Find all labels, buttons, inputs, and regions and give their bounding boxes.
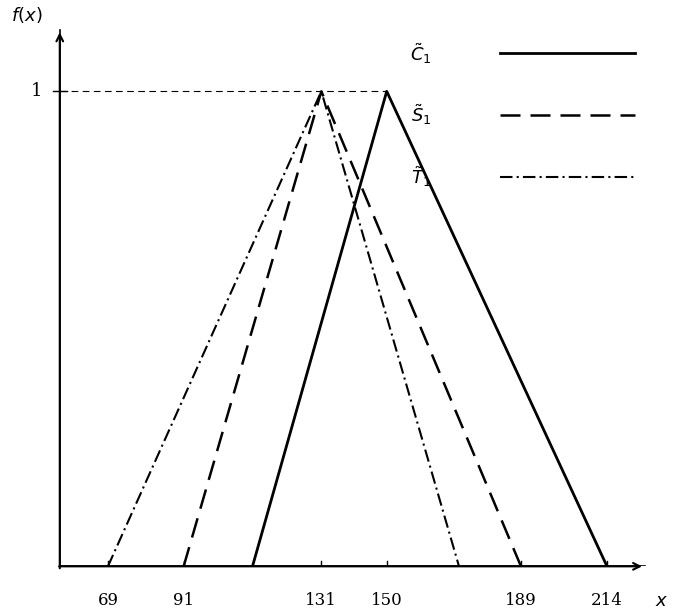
Text: $\tilde{S}_1$: $\tilde{S}_1$	[411, 103, 431, 127]
Text: 1: 1	[31, 82, 42, 100]
Text: 189: 189	[505, 593, 537, 609]
Text: $\tilde{C}_1$: $\tilde{C}_1$	[410, 41, 431, 65]
Text: 214: 214	[591, 593, 623, 609]
Text: $x$: $x$	[655, 593, 669, 610]
Text: $f(x)$: $f(x)$	[11, 5, 42, 25]
Text: 69: 69	[98, 593, 119, 609]
Text: 150: 150	[371, 593, 402, 609]
Text: 91: 91	[173, 593, 194, 609]
Text: 131: 131	[305, 593, 337, 609]
Text: $\tilde{T}_1$: $\tilde{T}_1$	[411, 164, 431, 189]
